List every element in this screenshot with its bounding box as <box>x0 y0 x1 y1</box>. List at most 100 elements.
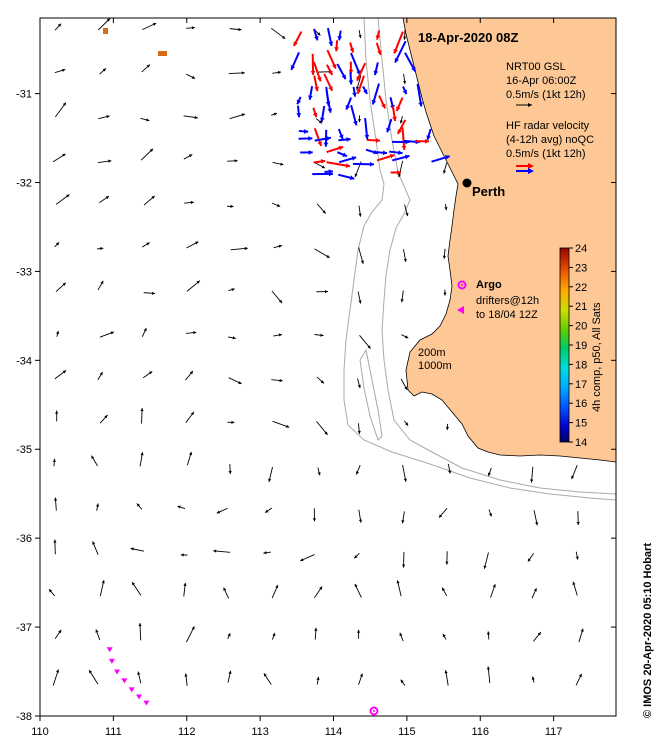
current-arrow <box>137 671 142 684</box>
current-arrow <box>54 242 60 248</box>
isobath-200m <box>377 18 616 495</box>
current-arrow <box>486 666 491 683</box>
current-arrow <box>533 631 542 642</box>
sst-patch <box>158 51 167 56</box>
hf-radar-arrow <box>323 73 334 92</box>
legend-hf-line2: (4-12h avg) noQC <box>506 134 594 146</box>
current-arrow <box>575 673 583 686</box>
y-tick-label: -37 <box>16 622 32 634</box>
current-arrow <box>228 336 236 340</box>
current-arrow <box>273 333 283 337</box>
current-arrow <box>445 551 449 565</box>
current-arrow <box>442 248 447 259</box>
colorbar-tick-label: 22 <box>575 282 587 294</box>
hf-radar-arrow <box>375 42 382 56</box>
hf-radar-arrow <box>338 173 355 181</box>
current-arrow <box>270 27 286 40</box>
hf-radar-arrow <box>310 53 316 75</box>
drifter-legend-icon <box>457 306 464 314</box>
colorbar-ticks: 14 15 16 17 18 19 20 21 22 23 24 <box>569 243 587 449</box>
current-arrow <box>186 26 195 30</box>
hf-radar-arrow <box>326 64 334 76</box>
current-arrow <box>230 246 248 251</box>
current-arrow <box>401 511 405 524</box>
perth-marker-icon <box>462 178 472 188</box>
hf-radar-arrow <box>338 137 351 142</box>
drifters-label-line2: to 18/04 12Z <box>476 309 538 321</box>
current-arrow <box>216 507 228 514</box>
hf-radar-arrow <box>313 127 323 147</box>
hf-radar-arrow <box>326 145 344 154</box>
drifters-label-line1: drifters@12h <box>476 295 539 307</box>
hf-radar-arrow <box>326 161 351 168</box>
hf-radar-arrow <box>386 118 393 133</box>
current-arrow <box>55 410 59 422</box>
hf-radar-arrow <box>364 117 370 140</box>
current-arrow <box>184 673 188 686</box>
current-arrow <box>185 331 197 335</box>
current-arrow <box>272 161 284 166</box>
current-arrow <box>227 670 232 683</box>
city-label: Perth <box>472 184 505 199</box>
current-arrow <box>444 203 448 211</box>
current-arrow <box>314 627 318 640</box>
sst-patch <box>103 28 108 34</box>
argo-float-icon <box>369 706 379 716</box>
current-arrow <box>358 509 363 523</box>
hf-radar-arrow <box>326 49 337 70</box>
hf-radar-arrow <box>337 30 343 41</box>
current-arrow <box>399 116 403 124</box>
current-arrow <box>314 248 330 259</box>
plot-frame <box>39 17 617 717</box>
isobath-1000m <box>343 18 616 501</box>
current-arrow <box>442 633 447 640</box>
current-arrow <box>183 154 193 160</box>
hf-radar-arrow <box>326 27 334 47</box>
current-arrow <box>91 455 98 467</box>
current-arrow <box>271 632 276 640</box>
current-arrow <box>403 73 407 85</box>
current-arrow <box>48 588 55 597</box>
current-arrow <box>227 632 231 640</box>
hf-radar-arrow <box>362 85 368 95</box>
legend-hf-arrow-icon <box>516 163 534 174</box>
current-arrow <box>98 115 110 120</box>
hf-radar-arrow <box>431 155 451 163</box>
contour-label-200m: 200m <box>418 347 446 359</box>
current-arrow <box>99 68 107 75</box>
current-arrow <box>404 420 409 426</box>
hf-radar-arrow <box>402 86 408 95</box>
current-arrow <box>97 371 103 380</box>
current-arrow <box>131 581 142 596</box>
colorbar-gradient <box>559 247 570 443</box>
legend-hf-line3: 0.5m/s (1kt 12h) <box>506 148 585 160</box>
current-arrow <box>314 586 323 598</box>
current-arrow <box>97 159 112 163</box>
hf-radar-arrow <box>319 105 326 123</box>
y-tick-label: -38 <box>16 711 32 723</box>
current-arrow <box>55 194 70 205</box>
current-arrow <box>400 378 408 391</box>
current-arrow <box>52 153 66 163</box>
hf-radar-arrow <box>336 63 347 80</box>
hf-radar-arrow <box>365 148 379 155</box>
current-arrow <box>401 334 409 339</box>
hf-radar-arrow <box>298 136 313 141</box>
current-arrow <box>88 669 99 685</box>
hf-radar-arrow <box>350 104 358 126</box>
current-arrow <box>223 587 230 599</box>
x-axis: 110 111 112 113 114 115 116 117 <box>31 18 562 738</box>
current-arrow <box>527 553 535 562</box>
hf-radar-arrow <box>292 31 303 47</box>
current-arrow <box>442 162 448 174</box>
current-arrow <box>139 452 144 467</box>
current-arrow <box>141 64 151 73</box>
current-arrow <box>264 507 273 513</box>
current-arrow <box>263 551 271 555</box>
current-arrow <box>140 117 150 122</box>
current-arrow <box>213 549 231 553</box>
current-arrow <box>396 580 402 597</box>
current-arrow <box>263 672 272 685</box>
hf-radar-arrow <box>356 62 367 82</box>
current-arrow <box>186 241 199 249</box>
